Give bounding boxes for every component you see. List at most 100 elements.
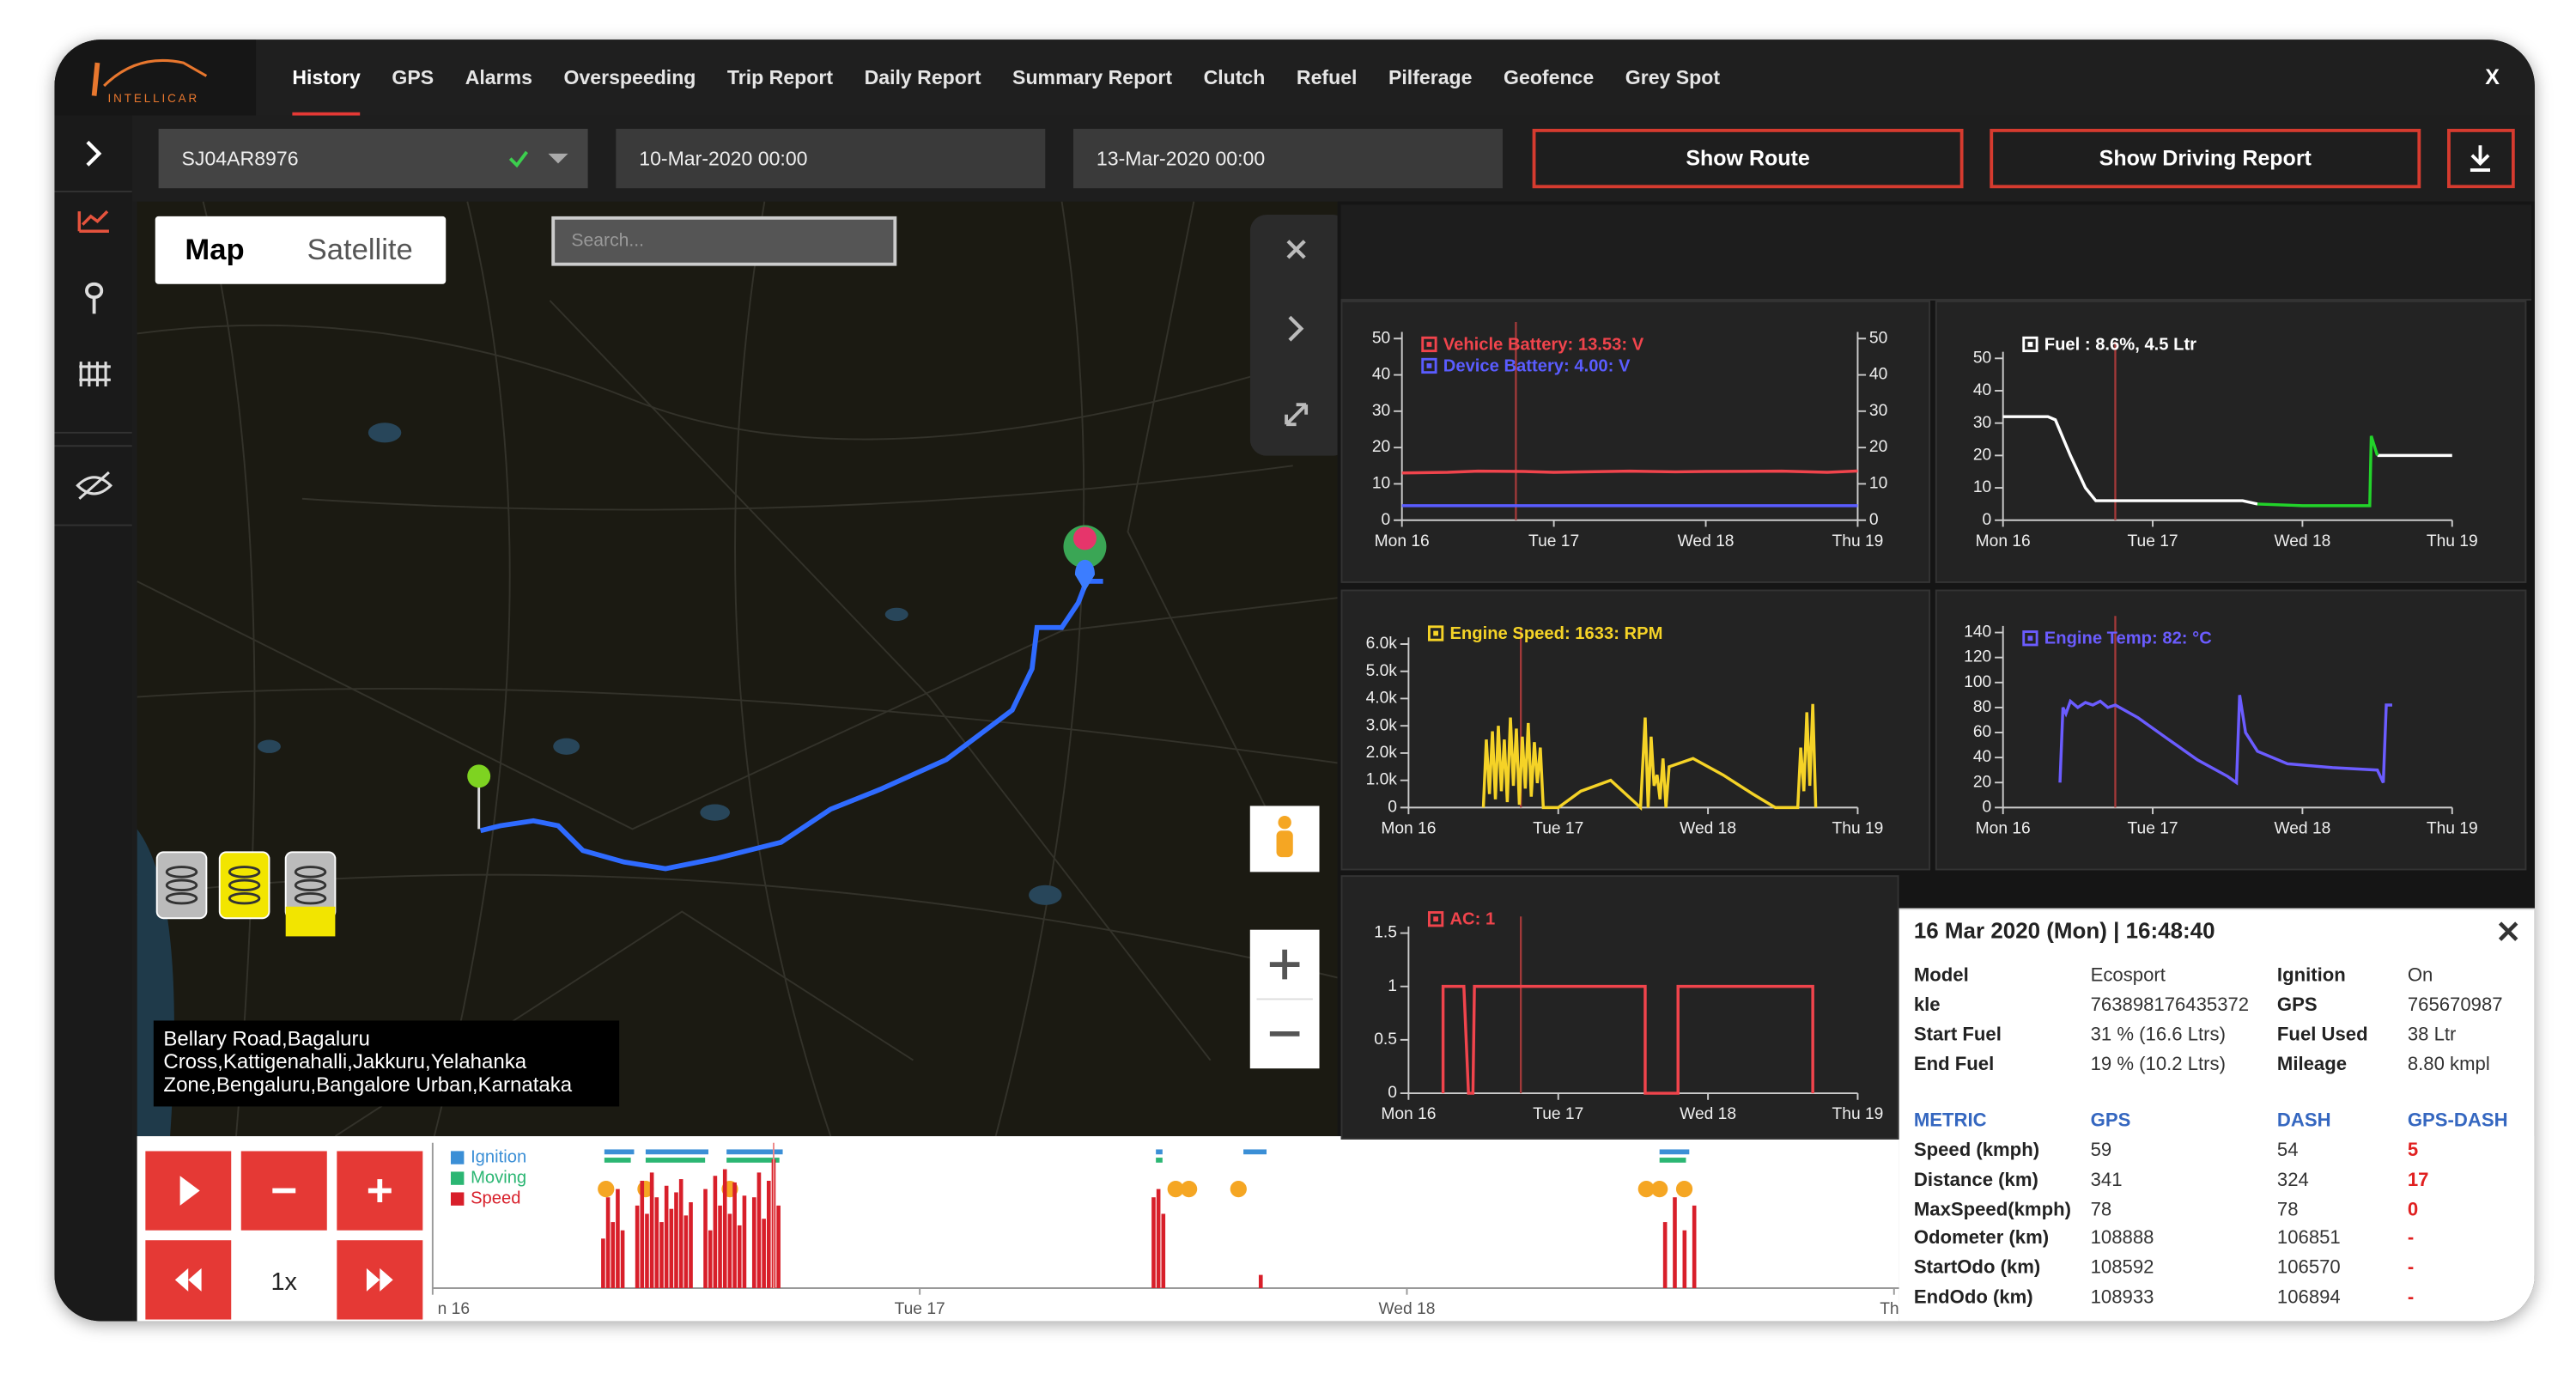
x-tick-label: Thu 19 <box>1832 1105 1884 1123</box>
fence-icon[interactable] <box>79 362 111 386</box>
speed-bar <box>616 1189 620 1288</box>
info-label: GPS <box>2276 995 2318 1016</box>
metric-label: Distance (km) <box>1913 1170 2038 1191</box>
line-chart: 0 10 20 30 40 50 0 10 20 30 40 50 Mon 16 Tue 17 Wed 18… <box>1340 301 1931 583</box>
x-tick-label: Wed 18 <box>1680 1105 1736 1123</box>
speed-bar <box>654 1197 659 1288</box>
info-label: kle <box>1913 995 1941 1016</box>
logo-text: INTELLICAR <box>108 92 200 105</box>
speed-bar <box>640 1181 645 1288</box>
speed-bar <box>762 1219 766 1288</box>
x-tick-label: Mon 16 <box>1375 532 1430 550</box>
nav-tab[interactable]: Grey Spot <box>1625 65 1721 89</box>
speed-bar <box>674 1192 678 1288</box>
speed-bar <box>737 1225 742 1288</box>
y-tick-label: 4.0k <box>1366 690 1398 708</box>
history-icon[interactable] <box>77 210 109 233</box>
info-label: Ignition <box>2276 966 2346 987</box>
legend-swatch-dot <box>2027 342 2033 347</box>
legend-swatch <box>451 1171 465 1185</box>
map-search[interactable]: Search... <box>551 216 897 266</box>
close-button[interactable]: X <box>2485 64 2500 89</box>
speed-bar <box>1662 1222 1668 1288</box>
from-date[interactable]: 10-Mar-2020 00:00 <box>616 129 1046 189</box>
legend-label: Fuel : 8.6%, 4.5 Ltr <box>2044 335 2196 354</box>
metric-value: 108592 <box>2090 1258 2154 1279</box>
y-tick-label: 1.0k <box>1366 771 1398 789</box>
speed-bar <box>776 1205 781 1288</box>
metric-value: 106570 <box>2276 1258 2341 1279</box>
map[interactable] <box>137 201 1338 1137</box>
legend-label: Ignition <box>471 1147 526 1166</box>
y-tick-label: 60 <box>1973 723 1991 741</box>
series-line <box>2058 695 2392 786</box>
speed-bar <box>649 1172 654 1288</box>
speed-bar <box>756 1172 762 1288</box>
legend-label: Speed <box>471 1189 520 1207</box>
y-tick-label: 140 <box>1964 623 1991 641</box>
speed-bar <box>664 1185 669 1288</box>
metric-value: - <box>2407 1288 2415 1309</box>
to-date[interactable]: 13-Mar-2020 00:00 <box>1073 129 1503 189</box>
y-tick-label: 30 <box>1372 402 1390 420</box>
y-tick-label: 20 <box>1973 446 1991 464</box>
x-tick-label: Wed 18 <box>2274 819 2330 837</box>
location-icon[interactable] <box>85 282 104 314</box>
legend-swatch <box>1421 357 1437 374</box>
address-label: Bellary Road,Bagaluru Cross,Kattigenahal… <box>153 1020 620 1107</box>
nav-tab[interactable]: Daily Report <box>864 65 981 89</box>
legend-swatch-dot <box>1426 342 1432 347</box>
nav-tab[interactable]: Trip Report <box>726 65 834 89</box>
nav-tab[interactable]: Overspeeding <box>563 65 696 89</box>
line-chart: 0 10 20 30 40 50 Mon 16 Tue 17 Wed 18 Thu 19 Fuel … <box>1935 301 2527 583</box>
nav-tab[interactable]: Clutch <box>1203 65 1266 89</box>
nav-tab[interactable]: Pilferage <box>1388 65 1473 89</box>
vehicle-select[interactable]: SJ04AR8976 <box>158 129 588 189</box>
download-button[interactable] <box>2447 129 2515 189</box>
nav-tab[interactable]: GPS <box>392 65 434 89</box>
select-icons <box>508 150 568 168</box>
hide-icon[interactable] <box>76 471 113 500</box>
x-tick-label: Tue 17 <box>2127 819 2178 837</box>
info-label: Fuel Used <box>2276 1025 2368 1046</box>
nav-tab[interactable]: Refuel <box>1296 65 1358 89</box>
event-markers <box>598 1181 1693 1198</box>
y-tick-label: 100 <box>1964 673 1991 691</box>
speed-bar <box>689 1202 693 1288</box>
line-chart: 0 20 40 60 80 100 120 140 Mon 16 Tue 17 Wed 18 Thu … <box>1935 589 2527 871</box>
legend-label: Engine Speed: 1633: RPM <box>1449 624 1662 643</box>
nav-tab[interactable]: History <box>292 40 361 116</box>
y-tick-label: 40 <box>1372 366 1390 384</box>
speed-bar <box>1692 1205 1697 1288</box>
y-tick-label: 40 <box>1973 381 1991 399</box>
rewind-button[interactable] <box>145 1240 232 1320</box>
legend-label: Engine Temp: 82: °C <box>2044 629 2212 648</box>
show-route-button[interactable]: Show Route <box>1532 129 1964 189</box>
popup-close[interactable] <box>2497 920 2520 943</box>
map-controls <box>1249 215 1338 456</box>
expand-icon[interactable] <box>86 140 102 167</box>
y-tick-label: 6.0k <box>1366 635 1398 653</box>
x-tick-label: Thu 19 <box>2427 532 2478 550</box>
nav-tab[interactable]: Geofence <box>1504 65 1595 89</box>
satellite-tab[interactable]: Satellite <box>307 233 413 266</box>
driving-report-button[interactable]: Show Driving Report <box>1990 129 2421 189</box>
map-type-toggle: Map Satellite <box>155 216 447 284</box>
legend-swatch-dot <box>1433 630 1438 636</box>
series-line <box>2257 435 2379 508</box>
speed-bar <box>611 1222 616 1288</box>
x-tick-label: Wed 18 <box>2274 532 2330 550</box>
speed-bar <box>601 1238 605 1288</box>
metric-value: 106851 <box>2276 1229 2341 1249</box>
info-label: Mileage <box>2276 1055 2348 1075</box>
metric-value: 341 <box>2090 1170 2123 1191</box>
speed-bar <box>751 1197 756 1288</box>
y2-tick-label: 20 <box>1869 438 1887 456</box>
x-tick-label: Mon 16 <box>1381 1105 1436 1123</box>
legend-swatch <box>1427 625 1444 641</box>
nav-tab[interactable]: Summary Report <box>1012 65 1173 89</box>
info-value: Ecosport <box>2090 966 2166 987</box>
nav-tab[interactable]: Alarms <box>465 65 532 89</box>
map-tab[interactable]: Map <box>185 233 245 266</box>
